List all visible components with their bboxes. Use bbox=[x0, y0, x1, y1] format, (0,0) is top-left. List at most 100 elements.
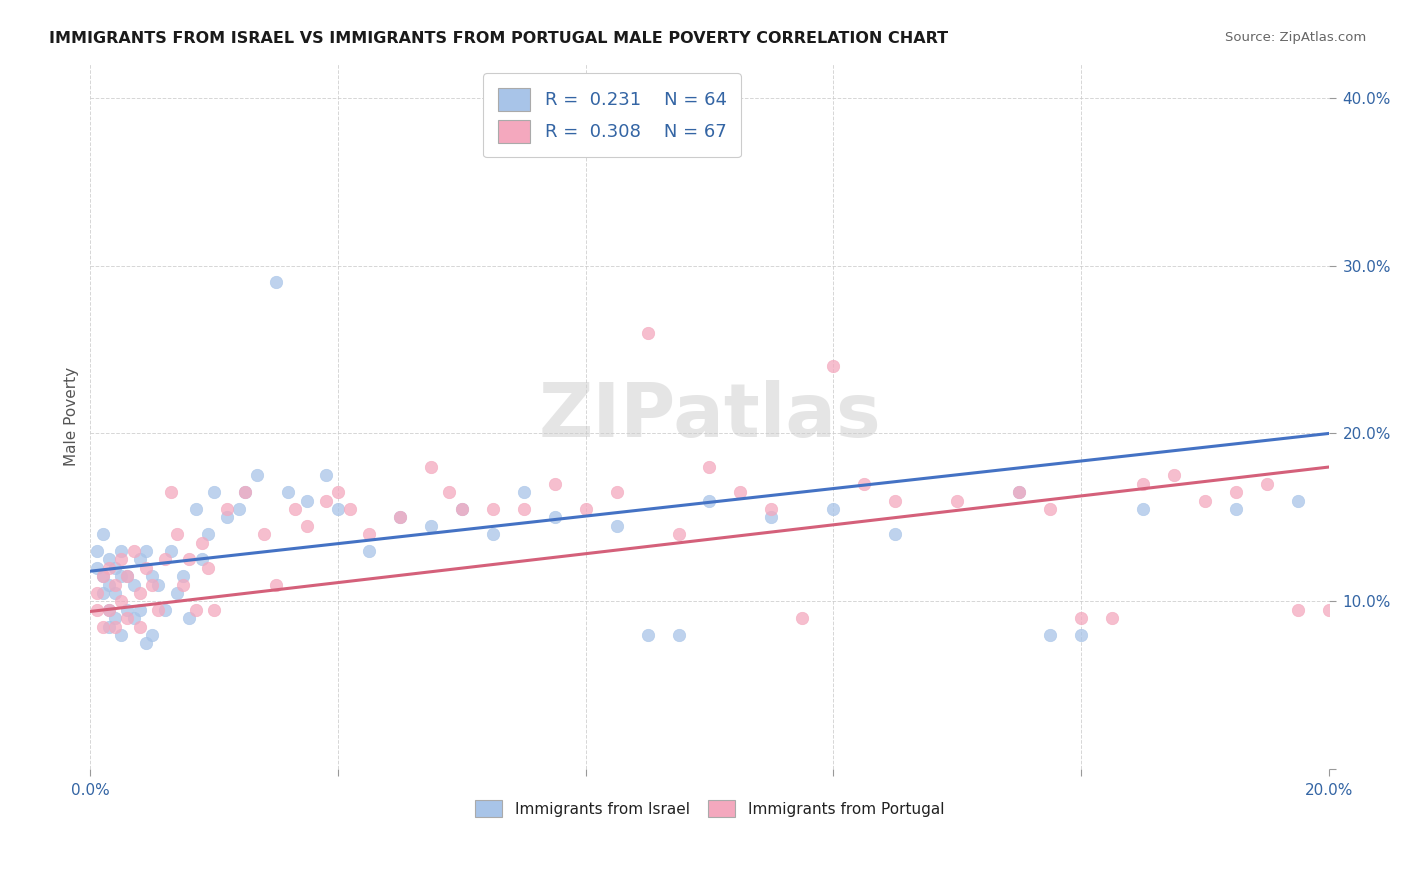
Point bbox=[179, 611, 201, 625]
Point bbox=[439, 485, 461, 500]
Point bbox=[253, 527, 276, 541]
Point bbox=[197, 527, 219, 541]
Point bbox=[419, 518, 441, 533]
Point bbox=[141, 569, 163, 583]
Point bbox=[233, 485, 256, 500]
Point bbox=[91, 619, 114, 633]
Point bbox=[1008, 485, 1031, 500]
Point bbox=[277, 485, 299, 500]
Point bbox=[122, 577, 145, 591]
Text: Source: ZipAtlas.com: Source: ZipAtlas.com bbox=[1226, 31, 1367, 45]
Point bbox=[184, 603, 207, 617]
Point bbox=[148, 577, 170, 591]
Point bbox=[159, 544, 181, 558]
Point bbox=[86, 544, 108, 558]
Point bbox=[946, 493, 969, 508]
Point bbox=[264, 577, 287, 591]
Point bbox=[699, 493, 721, 508]
Point bbox=[117, 611, 139, 625]
Point bbox=[606, 518, 628, 533]
Point bbox=[450, 502, 472, 516]
Point bbox=[91, 569, 114, 583]
Point bbox=[110, 569, 132, 583]
Point bbox=[730, 485, 752, 500]
Point bbox=[637, 628, 659, 642]
Point bbox=[1039, 628, 1062, 642]
Point bbox=[128, 619, 150, 633]
Point bbox=[1163, 468, 1185, 483]
Point bbox=[357, 544, 380, 558]
Point bbox=[544, 476, 567, 491]
Point bbox=[166, 527, 188, 541]
Point bbox=[1039, 502, 1062, 516]
Y-axis label: Male Poverty: Male Poverty bbox=[65, 368, 79, 467]
Point bbox=[823, 502, 845, 516]
Point bbox=[97, 603, 120, 617]
Point bbox=[122, 611, 145, 625]
Point bbox=[202, 603, 225, 617]
Point bbox=[315, 468, 337, 483]
Point bbox=[184, 502, 207, 516]
Point bbox=[117, 603, 139, 617]
Point bbox=[315, 493, 337, 508]
Point bbox=[1286, 493, 1309, 508]
Point bbox=[117, 569, 139, 583]
Point bbox=[153, 552, 176, 566]
Point bbox=[104, 561, 127, 575]
Point bbox=[97, 619, 120, 633]
Point bbox=[1286, 603, 1309, 617]
Point bbox=[128, 552, 150, 566]
Point bbox=[166, 586, 188, 600]
Point bbox=[86, 586, 108, 600]
Point bbox=[97, 561, 120, 575]
Point bbox=[1132, 476, 1154, 491]
Point bbox=[481, 527, 503, 541]
Point bbox=[339, 502, 361, 516]
Point bbox=[172, 577, 194, 591]
Point bbox=[853, 476, 876, 491]
Point bbox=[104, 611, 127, 625]
Point bbox=[86, 603, 108, 617]
Point bbox=[91, 569, 114, 583]
Point bbox=[191, 552, 214, 566]
Point bbox=[1225, 502, 1247, 516]
Legend: Immigrants from Israel, Immigrants from Portugal: Immigrants from Israel, Immigrants from … bbox=[467, 792, 952, 825]
Point bbox=[792, 611, 814, 625]
Point bbox=[575, 502, 598, 516]
Point bbox=[295, 518, 318, 533]
Point bbox=[1008, 485, 1031, 500]
Point bbox=[1070, 628, 1092, 642]
Point bbox=[86, 561, 108, 575]
Point bbox=[481, 502, 503, 516]
Point bbox=[215, 502, 238, 516]
Point bbox=[148, 603, 170, 617]
Point bbox=[264, 276, 287, 290]
Point bbox=[357, 527, 380, 541]
Point bbox=[233, 485, 256, 500]
Point bbox=[761, 510, 783, 524]
Text: IMMIGRANTS FROM ISRAEL VS IMMIGRANTS FROM PORTUGAL MALE POVERTY CORRELATION CHAR: IMMIGRANTS FROM ISRAEL VS IMMIGRANTS FRO… bbox=[49, 31, 948, 46]
Point bbox=[606, 485, 628, 500]
Point bbox=[1070, 611, 1092, 625]
Point bbox=[637, 326, 659, 340]
Point bbox=[128, 586, 150, 600]
Point bbox=[202, 485, 225, 500]
Point bbox=[135, 544, 157, 558]
Point bbox=[135, 561, 157, 575]
Point bbox=[179, 552, 201, 566]
Point bbox=[450, 502, 472, 516]
Point bbox=[135, 636, 157, 650]
Point bbox=[1256, 476, 1278, 491]
Point bbox=[761, 502, 783, 516]
Point bbox=[1194, 493, 1216, 508]
Point bbox=[668, 628, 690, 642]
Point bbox=[172, 569, 194, 583]
Point bbox=[884, 527, 907, 541]
Point bbox=[104, 586, 127, 600]
Point bbox=[388, 510, 411, 524]
Point bbox=[141, 577, 163, 591]
Point bbox=[419, 460, 441, 475]
Point bbox=[284, 502, 307, 516]
Point bbox=[215, 510, 238, 524]
Point bbox=[1225, 485, 1247, 500]
